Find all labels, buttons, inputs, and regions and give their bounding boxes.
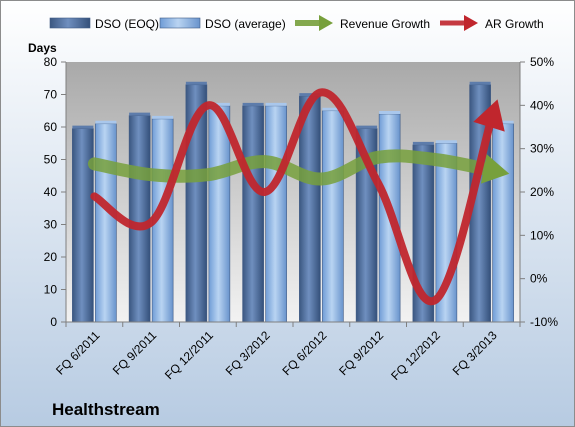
- line-ar-growth: [90, 88, 496, 306]
- y-tick-label-8: 80: [44, 55, 58, 69]
- y-tick-label-2: 20: [44, 250, 58, 264]
- bar-dso-average-4: [322, 110, 344, 323]
- y2-tick-label-2: 10%: [530, 228, 554, 242]
- y-tick-label-0: 0: [50, 315, 57, 329]
- y-tick-label-5: 50: [44, 153, 58, 167]
- bar-cap-0-0: [72, 125, 94, 129]
- y-tick-label-7: 70: [44, 88, 58, 102]
- bar-cap-1-6: [435, 140, 457, 144]
- legend-label-ar-growth: AR Growth: [485, 17, 544, 31]
- y2-tick-label-0: -10%: [530, 315, 558, 329]
- legend-swatch-dso-eoq-: [49, 17, 91, 29]
- y2-tick-label-1: 0%: [530, 272, 548, 286]
- y2-tick-label-6: 50%: [530, 55, 554, 69]
- y2-tick-label-4: 30%: [530, 142, 554, 156]
- bar-cap-0-7: [469, 81, 491, 85]
- bar-cap-1-4: [322, 107, 344, 111]
- bar-dso-average-0: [95, 123, 117, 323]
- legend-label-revenue-growth: Revenue Growth: [340, 17, 430, 31]
- bar-dso-eoq-3: [242, 105, 264, 323]
- y-tick-label-3: 30: [44, 218, 58, 232]
- bar-cap-0-1: [129, 112, 151, 116]
- bar-cap-0-4: [299, 93, 321, 97]
- bar-cap-1-1: [152, 115, 174, 119]
- legend-label-dso-eoq-: DSO (EOQ): [95, 17, 159, 31]
- bar-cap-1-3: [265, 102, 287, 106]
- bar-cap-1-5: [379, 111, 401, 114]
- y-axis-label: Days: [28, 41, 57, 55]
- bar-dso-eoq-4: [299, 95, 321, 323]
- arrowhead-ar-growth: [473, 99, 505, 132]
- legend-arrow-revenue-growth: [319, 15, 333, 31]
- line-revenue-growth: [87, 149, 499, 186]
- bar-cap-1-7: [492, 120, 514, 124]
- bar-cap-0-5: [356, 125, 378, 129]
- y-tick-label-1: 10: [44, 283, 58, 297]
- chart-title: Healthstream: [52, 400, 160, 419]
- legend-label-dso-average-: DSO (average): [205, 17, 286, 31]
- bar-dso-eoq-0: [72, 128, 94, 323]
- legend-arrow-ar-growth: [464, 15, 478, 31]
- bar-dso-eoq-1: [128, 115, 151, 323]
- bar-cap-1-2: [208, 102, 230, 106]
- bar-dso-average-3: [265, 105, 287, 323]
- bar-dso-average-2: [208, 105, 231, 323]
- bar-dso-average-7: [492, 123, 514, 323]
- arrowhead-revenue-growth: [480, 154, 510, 184]
- bar-cap-0-3: [242, 102, 264, 106]
- y-tick-label-6: 60: [44, 120, 58, 134]
- y-tick-label-4: 40: [44, 185, 58, 199]
- y2-tick-label-5: 40%: [530, 98, 554, 112]
- legend-swatch-dso-average-: [159, 17, 201, 29]
- bar-cap-0-2: [185, 81, 207, 85]
- y2-tick-label-3: 20%: [530, 185, 554, 199]
- bar-cap-1-0: [95, 120, 117, 124]
- bar-cap-0-6: [412, 141, 434, 145]
